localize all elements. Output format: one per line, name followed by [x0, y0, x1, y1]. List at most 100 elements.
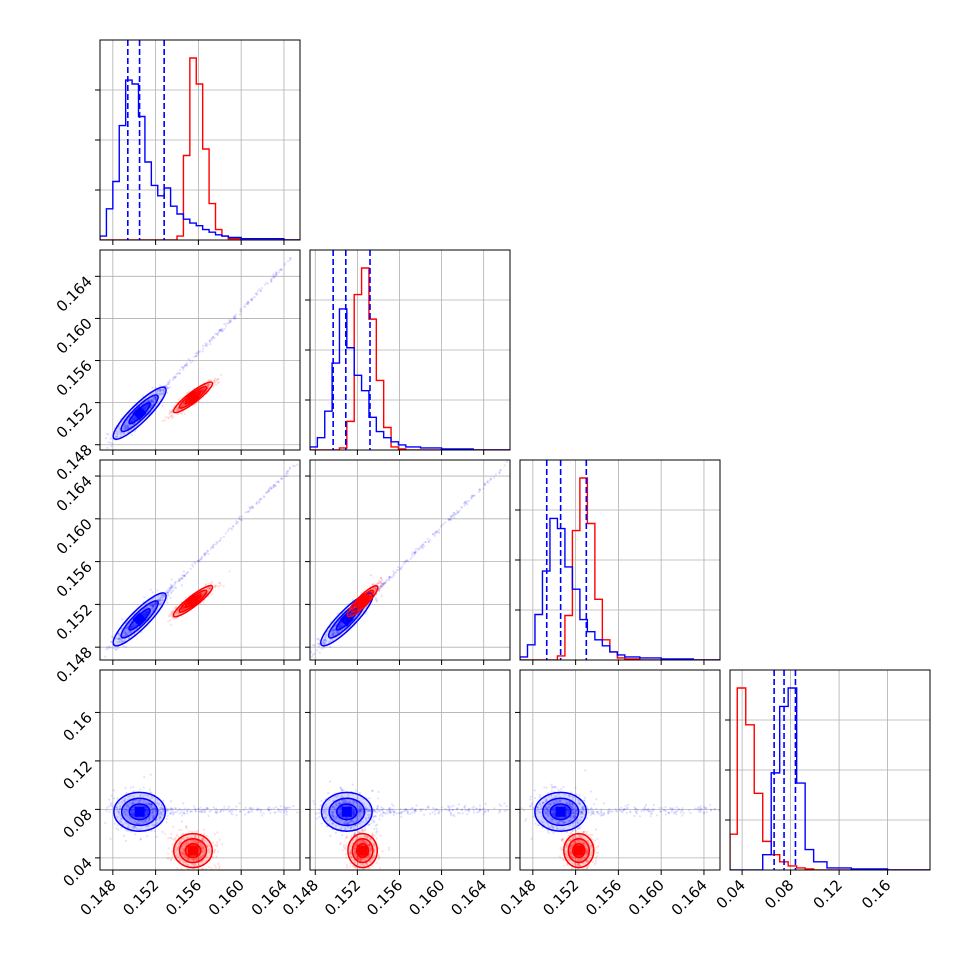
x-tick-label: 0.156 [162, 876, 205, 919]
histogram-blue [730, 687, 930, 870]
density-peak [357, 845, 368, 856]
grid [100, 250, 300, 450]
scatter-points-blue [310, 460, 508, 658]
contours-red [172, 381, 214, 414]
panel-frame [309, 669, 511, 871]
histogram-red [520, 477, 720, 660]
panel-frame [99, 249, 301, 451]
contours-blue [113, 791, 167, 832]
y-tick-label: 0.12 [59, 757, 95, 793]
y-tick-label: 0.148 [53, 643, 96, 686]
y-tick-label: 0.152 [53, 600, 96, 643]
histogram-red [100, 57, 300, 240]
x-tick-label: 0.152 [119, 876, 162, 919]
x-tick-label: 0.164 [447, 876, 490, 919]
panel-0-0 [95, 39, 301, 245]
density-peak [355, 594, 370, 609]
contours-red [346, 585, 379, 618]
histogram-blue [520, 517, 720, 660]
plot-content [104, 773, 299, 870]
plot-content [520, 460, 720, 660]
plot-content [310, 780, 508, 870]
grid [520, 460, 720, 660]
plot-content [310, 250, 510, 450]
x-tick-label: 0.04 [713, 876, 749, 912]
density-peak [185, 594, 201, 609]
contours-blue [534, 791, 588, 832]
plot-content [310, 460, 508, 658]
grid [100, 40, 300, 240]
density-peak [555, 806, 566, 817]
y-tick-label: 0.16 [59, 709, 95, 745]
y-tick-label: 0.160 [53, 515, 96, 558]
contours-red [347, 832, 379, 869]
x-tick-label: 0.16 [858, 876, 894, 912]
y-tick-label: 0.160 [53, 315, 96, 358]
panel-1-1 [305, 249, 511, 455]
panel-3-3: 0.04 0.08 0.12 0.16 [713, 669, 931, 912]
histogram-blue [100, 79, 300, 240]
plot-content [100, 40, 300, 240]
y-tick-label: 0.08 [59, 805, 95, 841]
histogram-red [310, 267, 510, 450]
x-tick-label: 0.152 [321, 876, 364, 919]
x-tick-label: 0.160 [405, 876, 448, 919]
x-tick-label: 0.08 [761, 876, 797, 912]
plot-content [730, 670, 930, 870]
y-tick-label: 0.148 [53, 441, 96, 484]
plot-content [520, 769, 720, 870]
x-tick-label: 0.148 [497, 876, 540, 919]
y-tick-label: 0.152 [53, 399, 96, 442]
contours-red [172, 584, 214, 618]
density-peak [134, 806, 145, 817]
contours-blue [320, 791, 373, 832]
y-tick-label: 0.164 [53, 272, 96, 315]
x-tick-label: 0.148 [77, 876, 120, 919]
plot-content [104, 463, 299, 658]
y-tick-label: 0.156 [53, 558, 96, 601]
contours-blue [112, 386, 167, 440]
y-tick-label: 0.156 [53, 357, 96, 400]
panel-3-1: 0.148 0.152 0.156 0.160 0.164 [279, 669, 511, 919]
x-tick-label: 0.160 [625, 876, 668, 919]
x-tick-label: 0.152 [539, 876, 582, 919]
panel-3-2: 0.148 0.152 0.156 0.160 0.164 [497, 669, 721, 919]
plot-content [104, 256, 292, 449]
panel-frame [309, 459, 511, 661]
panel-frame [519, 669, 721, 871]
panel-2-2 [515, 459, 721, 665]
contours-red [172, 832, 214, 869]
panel-2-1 [305, 459, 511, 665]
density-peak [132, 406, 147, 421]
contours-blue [112, 592, 167, 647]
scatter-points-blue [104, 773, 299, 843]
histogram-blue [310, 308, 510, 450]
grid [310, 670, 510, 870]
x-tick-label: 0.156 [582, 876, 625, 919]
grid [520, 670, 720, 870]
grid [310, 460, 510, 660]
panel-frame [99, 459, 301, 661]
grid [310, 250, 510, 450]
grid [100, 460, 300, 660]
density-peak [573, 845, 584, 856]
histogram-red [730, 687, 930, 870]
x-tick-label: 0.160 [205, 876, 248, 919]
contours-red [563, 832, 595, 869]
x-tick-label: 0.148 [279, 876, 322, 919]
density-peak [341, 806, 352, 817]
x-tick-label: 0.156 [363, 876, 406, 919]
panel-frame [99, 669, 301, 871]
x-tick-label: 0.12 [810, 876, 846, 912]
x-tick-label: 0.164 [668, 876, 711, 919]
grid [730, 670, 930, 870]
density-peak [185, 390, 201, 405]
density-peak [188, 845, 198, 856]
grid [100, 670, 300, 870]
scatter-points-blue [310, 780, 508, 837]
y-tick-label: 0.04 [59, 854, 95, 890]
panel-3-0: 0.148 0.152 0.156 0.160 0.1640.040.080.120.1… [59, 669, 301, 919]
